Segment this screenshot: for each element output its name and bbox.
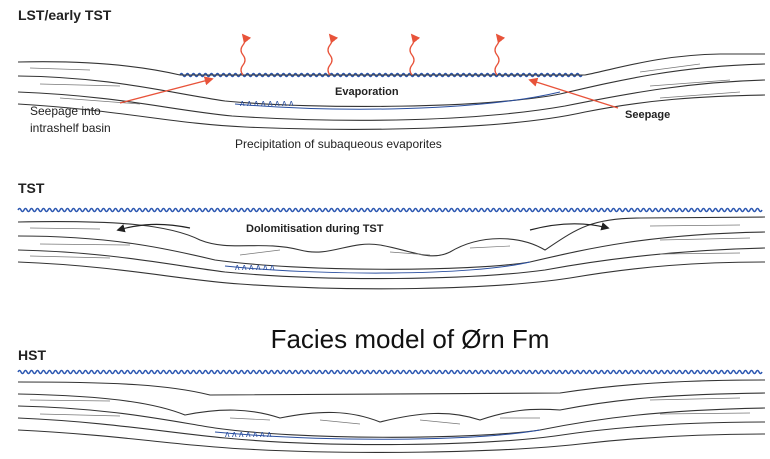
annotation: Seepage into intrashelf basin [30,104,111,135]
evaporite-symbols: ʌ ʌ ʌ ʌ ʌ ʌ ʌ ʌ [240,98,294,108]
stratum [17,63,766,107]
panel-label: LST/early TST [18,7,112,23]
annotation: Dolomitisation during TST [246,223,384,235]
stratum [17,429,766,453]
stratum [17,392,766,423]
seepage-arrow [119,76,214,104]
stratum [17,94,766,130]
stratum [17,53,765,76]
annotation: Evaporation [335,86,399,98]
stratum [17,417,766,446]
stratum [17,247,766,280]
panel-label: HST [18,347,46,363]
evaporation-arrow [409,33,421,76]
stratum [17,405,766,438]
evaporite-layer [214,429,541,440]
annotation: Precipitation of subaqueous evaporites [235,137,442,151]
water-surface [17,369,763,375]
evaporite-layer [234,91,561,110]
evaporation-arrow [494,33,506,76]
evaporation-arrow [240,33,252,76]
water-surface [17,207,763,213]
panel-label: TST [18,180,45,196]
stratum [17,379,766,396]
panel-lst: LST/early TST ʌ ʌ ʌ ʌ ʌ ʌ ʌ ʌ Evaporatio… [17,7,766,151]
title: Facies model of Ørn Fm [271,324,550,354]
evaporite-symbols: ʌ ʌ ʌ ʌ ʌ ʌ [235,262,275,272]
panel-tst: TST ʌ ʌ ʌ ʌ ʌ ʌ Dolomitisation during TS… [17,180,766,290]
evaporite-layer [224,261,531,274]
lamination [29,224,751,259]
stratum [17,231,766,270]
stratum [17,261,766,290]
flow-arrow [116,223,191,233]
evaporation-arrow [327,33,339,76]
stratum [17,79,766,121]
stratum [17,216,766,257]
annotation: Seepage [625,109,670,121]
panel-hst: HST ʌ ʌ ʌ ʌ ʌ ʌ ʌ [17,347,766,453]
seepage-arrow [528,77,619,109]
flow-arrow [529,222,610,231]
lamination [29,63,741,105]
evaporite-symbols: ʌ ʌ ʌ ʌ ʌ ʌ ʌ [225,429,272,439]
lamination [29,397,751,425]
